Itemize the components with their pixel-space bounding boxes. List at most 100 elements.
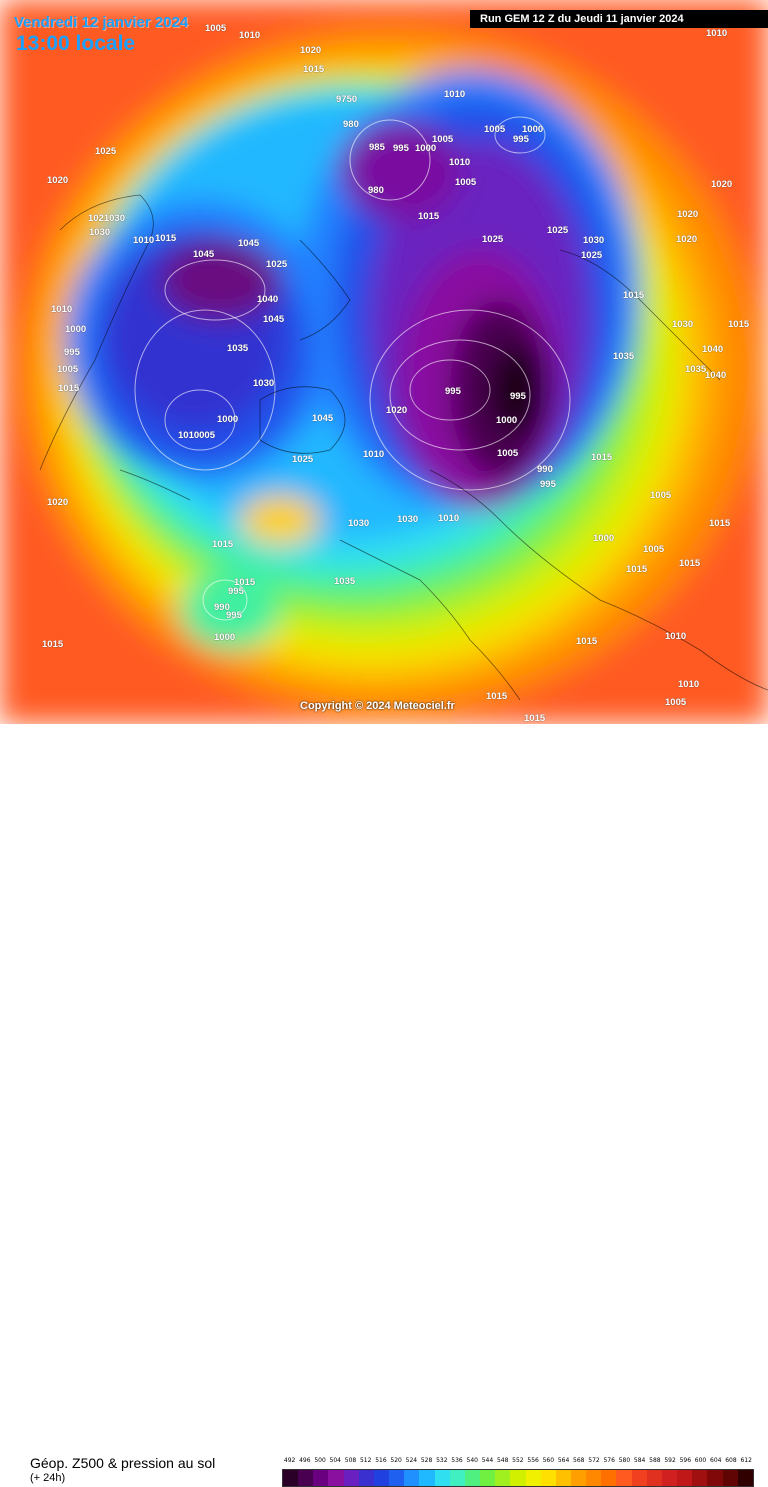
scale-swatch <box>480 1470 496 1486</box>
isobar-label: 1010 <box>706 28 728 39</box>
isobar-label: 1015 <box>42 639 64 650</box>
isobar-label: 1035 <box>685 364 707 375</box>
isobar-label: 1015 <box>576 636 598 647</box>
isobar-label: 1025 <box>95 146 117 157</box>
scale-swatch <box>631 1470 647 1486</box>
isobar-label: 1035 <box>334 576 356 587</box>
isobar-label: 1015 <box>212 539 234 550</box>
isobar-label: 1005 <box>205 23 227 34</box>
scale-bar <box>282 1469 754 1487</box>
isobar-label: 1005 <box>650 490 672 501</box>
isobar-label: 995 <box>393 143 409 154</box>
scale-swatch <box>646 1470 662 1486</box>
isobar-label: 1045 <box>193 249 215 260</box>
scale-swatch <box>570 1470 587 1486</box>
isobar-label: 1015 <box>709 518 731 529</box>
isobar-label: 1010005 <box>178 430 215 441</box>
isobar-label: 1030 <box>89 227 111 238</box>
isobar-label: 1015 <box>626 564 648 575</box>
scale-tick: 528 <box>420 1457 433 1464</box>
isobar-label: 995 <box>226 610 242 621</box>
isobar-label: 995 <box>445 386 461 397</box>
isobar-label: 1025 <box>581 250 603 261</box>
isobar-label: 1025 <box>292 454 314 465</box>
scale-swatch <box>495 1470 511 1486</box>
isobar-label: 1020 <box>677 209 699 220</box>
isobar-label: 1040 <box>705 370 727 381</box>
scale-swatch <box>601 1470 617 1486</box>
isobar-label: 995 <box>510 391 526 402</box>
scale-tick: 596 <box>679 1457 692 1464</box>
scale-tick: 556 <box>527 1457 539 1464</box>
isobar-label: 9750 <box>336 94 358 105</box>
scale-swatch <box>707 1470 723 1486</box>
scale-tick: 552 <box>512 1457 524 1464</box>
isobar-label: 1020 <box>47 497 69 508</box>
scale-swatch <box>283 1470 299 1486</box>
isobar-label: 1010 <box>678 679 700 690</box>
isobar-label: 1015 <box>591 452 613 463</box>
scale-swatch <box>434 1470 450 1486</box>
scale-swatch <box>722 1470 738 1486</box>
isobar-label: 1010 <box>444 89 466 100</box>
map-footer: Géop. Z500 & pression au sol (+ 24h) 492… <box>0 724 768 1487</box>
scale-swatch <box>616 1470 632 1486</box>
scale-tick: 520 <box>390 1457 402 1464</box>
color-scale: 492 496 500 504 508 512 516 520 524 528 532 536 540 5… <box>282 1457 754 1487</box>
isobar-label: 1015 <box>486 691 508 702</box>
isobar-label: 1030 <box>397 514 419 525</box>
isobar-label: 1030 <box>348 518 370 529</box>
scale-swatch <box>373 1470 390 1486</box>
scale-swatch <box>449 1470 465 1486</box>
scale-tick-labels: 492 496 500 504 508 512 516 520 524 528 532 536 540 5… <box>282 1457 754 1469</box>
scale-swatch <box>540 1470 556 1486</box>
isobar-label: 1010 <box>665 631 687 642</box>
scale-swatch <box>389 1470 405 1486</box>
isobar-label: 1000 <box>496 415 518 426</box>
forecast-hour: 13:00 locale <box>16 32 136 55</box>
isobar-label: 1000 <box>522 124 544 135</box>
isobar-label: 1010 <box>51 304 73 315</box>
isobar-label: 995 <box>513 134 529 145</box>
scale-tick: 496 <box>299 1457 311 1464</box>
isobar-label: 1030 <box>253 378 275 389</box>
parameter-label: Géop. Z500 & pression au sol <box>30 1455 216 1471</box>
isobar-label: 1000 <box>415 143 437 154</box>
isobar-label: 1025 <box>266 259 288 270</box>
isobar-label: 1005 <box>497 448 519 459</box>
scale-tick: 588 <box>649 1457 661 1464</box>
isobar-label: 1015 <box>679 558 701 569</box>
isobar-label: 1010 <box>363 449 385 460</box>
isobar-label: 1020 <box>676 234 698 245</box>
scale-tick: 492 <box>283 1457 296 1464</box>
weather-map: Vendredi 12 janvier 2024 13:00 locale Ru… <box>0 0 768 724</box>
scale-tick: 540 <box>466 1457 478 1464</box>
isobar-label: 1020 <box>47 175 69 186</box>
scale-swatch <box>555 1470 571 1486</box>
copyright: Copyright © 2024 Meteociel.fr <box>300 700 455 712</box>
geopotential-field <box>0 0 768 724</box>
isobar-label: 990 <box>537 464 553 475</box>
scale-swatch <box>419 1470 435 1486</box>
scale-tick: 584 <box>633 1457 646 1464</box>
scale-tick: 612 <box>740 1457 752 1464</box>
scale-swatch <box>313 1470 329 1486</box>
scale-tick: 500 <box>314 1457 326 1464</box>
scale-tick: 568 <box>573 1457 585 1464</box>
scale-tick: 608 <box>725 1457 737 1464</box>
scale-swatch <box>692 1470 708 1486</box>
isobar-label: 1015 <box>234 577 256 588</box>
isobar-label: 1030 <box>583 235 605 246</box>
isobar-label: 1010 <box>449 157 471 168</box>
isobar-label: 1021030 <box>88 213 125 224</box>
scale-tick: 560 <box>542 1457 555 1464</box>
isobar-label: 1020 <box>711 179 733 190</box>
scale-swatch <box>343 1470 359 1486</box>
isobar-label: 995 <box>540 479 556 490</box>
isobar-label: 990 <box>214 602 230 613</box>
scale-swatch <box>586 1470 602 1486</box>
isobar-label: 1045 <box>238 238 260 249</box>
isobar-label: 1005 <box>455 177 477 188</box>
scale-tick: 516 <box>375 1457 387 1464</box>
scale-swatch <box>737 1470 753 1486</box>
